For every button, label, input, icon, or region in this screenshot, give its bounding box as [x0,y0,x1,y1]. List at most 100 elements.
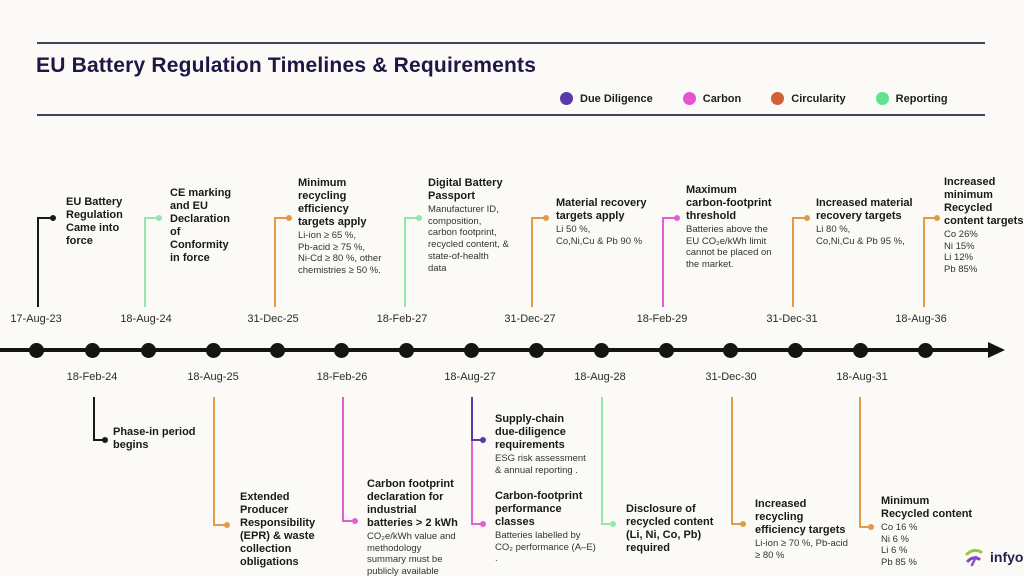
milestone-title: Digital Battery Passport [428,177,503,202]
timeline-dot [270,343,285,358]
connector-line [792,218,794,307]
milestone-detail: Li-ion ≥ 65 %, Pb-acid ≥ 75 %, Ni-Cd ≥ 8… [298,229,382,277]
date-label: 18-Aug-28 [574,371,626,383]
connector-line [274,218,276,307]
milestone-detail: Li 50 %, Co,Ni,Cu & Pb 90 % [556,223,643,247]
legend-label: Due Diligence [580,92,653,105]
connector-line [531,217,546,219]
connector-line [144,217,159,219]
timeline-dot [788,343,803,358]
circularity-dot-icon [771,92,785,105]
milestone-detail: Li-ion ≥ 70 %, Pb-acid ≥ 80 % [755,537,848,561]
connector-line [144,218,146,307]
timeline-dot [918,343,933,358]
connector-line [213,397,215,526]
connector-dot [543,215,549,221]
milestone-title: CE marking and EU Declaration of Conform… [170,187,232,264]
milestone-detail: ESG risk assessment & annual reporting . [495,452,586,476]
timeline-dot [464,343,479,358]
milestone-title: Phase-in period begins [113,426,196,451]
timeline-axis [0,348,992,352]
connector-line [859,397,861,528]
due-diligence-dot-icon [560,92,573,105]
header-rule-top [37,42,985,44]
milestone-title: Disclosure of recycled content (Li, Ni, … [626,503,714,554]
date-label: 18-Aug-36 [895,313,947,325]
timeline-dot [594,343,609,358]
connector-line [342,520,355,522]
header-rule-bottom [37,114,985,116]
connector-line [404,217,419,219]
connector-dot [868,524,874,530]
date-label: 18-Aug-31 [836,371,888,383]
timeline-dot [85,343,100,358]
connector-dot [804,215,810,221]
connector-dot [480,437,486,443]
timeline-dot [529,343,544,358]
legend-item-due-diligence: Due Diligence [560,92,653,105]
connector-line [792,217,807,219]
connector-line [601,397,603,525]
milestone-title: EU Battery Regulation Came into force [66,196,123,247]
connector-dot [156,215,162,221]
date-label: 31-Dec-30 [705,371,757,383]
reporting-dot-icon [875,92,889,105]
milestone-title: Material recovery targets apply [556,197,647,222]
connector-line [731,397,733,525]
date-label: 31-Dec-25 [247,313,299,325]
timeline-dot [334,343,349,358]
milestone-title: Increased minimum Recycled content targe… [944,176,1024,227]
milestone-detail: Manufacturer ID, composition, carbon foo… [428,203,509,274]
connector-line [859,526,871,528]
connector-dot [674,215,680,221]
timeline-dot [29,343,44,358]
connector-line [531,218,533,307]
date-label: 31-Dec-31 [766,313,818,325]
connector-line [471,441,473,525]
connector-dot [286,215,292,221]
connector-line [923,218,925,307]
milestone-title: Increased recycling efficiency targets [755,498,846,536]
milestone-detail: Co 16 % Ni 6 % Li 6 % Pb 85 % [881,521,918,569]
connector-line [93,439,105,441]
milestone-detail: Co 26% Ni 15% Li 12% Pb 85% [944,228,978,276]
milestone-title: Increased material recovery targets [816,197,913,222]
connector-line [93,397,95,440]
milestone-title: Carbon-footprint performance classes [495,490,583,528]
date-label: 31-Dec-27 [504,313,556,325]
timeline-arrowhead-icon [988,342,1005,358]
milestone-detail: Batteries above the EU CO₂e/kWh limit ca… [686,223,772,271]
timeline-dot [723,343,738,358]
timeline-dot [853,343,868,358]
milestone-title: Minimum recycling efficiency targets app… [298,177,367,228]
date-label: 18-Feb-29 [636,313,688,325]
connector-line [471,523,483,525]
connector-line [342,397,344,522]
connector-line [404,218,406,307]
legend-item-reporting: Reporting [875,92,948,105]
connector-line [731,523,743,525]
connector-line [37,217,52,219]
legend: Due Diligence Carbon Circularity Reporti… [560,92,948,105]
legend-label: Carbon [702,92,742,105]
legend-label: Circularity [791,92,846,105]
milestone-title: Maximum carbon-footprint threshold [686,184,772,222]
milestone-title: Carbon footprint declaration for industr… [367,478,458,529]
milestone-title: Extended Producer Responsibility (EPR) &… [240,491,316,568]
date-label: 18-Feb-26 [316,371,368,383]
connector-dot [50,215,56,221]
legend-item-circularity: Circularity [771,92,846,105]
milestone-title: Minimum Recycled content [881,495,973,520]
milestone-detail: Batteries labelled by CO₂ performance (A… [495,529,596,565]
date-label: 17-Aug-23 [10,313,62,325]
connector-line [601,523,613,525]
page-title: EU Battery Regulation Timelines & Requir… [36,54,537,77]
connector-dot [610,521,616,527]
brand-logo: infyos [963,546,1024,568]
connector-line [37,218,39,307]
connector-dot [224,522,230,528]
legend-label: Reporting [895,92,948,105]
connector-line [213,524,227,526]
connector-dot [352,518,358,524]
